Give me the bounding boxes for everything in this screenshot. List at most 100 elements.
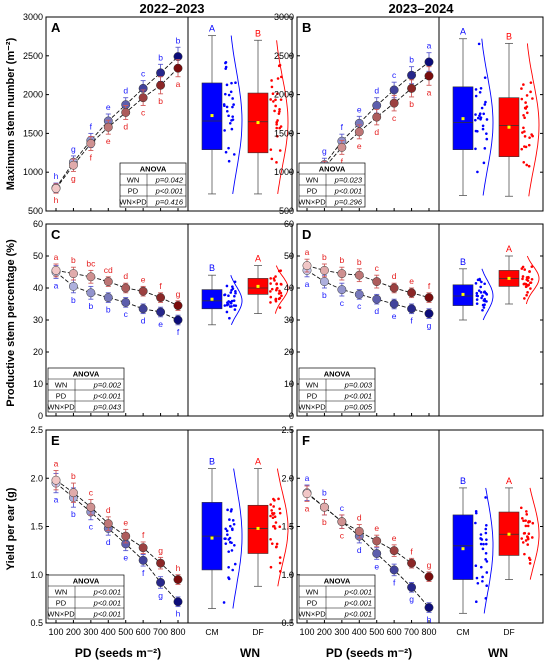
raw-point-DF [277, 497, 280, 501]
data-point-CM [424, 57, 434, 67]
raw-point-DF [523, 282, 526, 286]
raw-point-DF [278, 507, 281, 511]
raw-point-DF [520, 147, 524, 151]
raw-point-CM [483, 147, 487, 150]
raw-point-CM [480, 280, 483, 284]
raw-point-CM [476, 116, 480, 120]
sig-letter: bc [86, 258, 96, 268]
raw-point-DF [270, 509, 273, 512]
box-mean-DF [507, 276, 511, 280]
raw-point-CM [233, 294, 236, 298]
raw-point-DF [279, 125, 283, 128]
raw-point-CM [225, 529, 229, 533]
raw-point-DF [526, 111, 529, 115]
sig-letter: e [141, 274, 146, 284]
panel-F: 0.5 1.0 1.5 2.0 2.5 100 200 300 400 500 600 700 800 F… [281, 425, 544, 637]
raw-point-CM [228, 540, 232, 544]
raw-point-CM [225, 310, 229, 314]
data-point-DF [86, 139, 96, 148]
raw-point-CM [481, 127, 485, 131]
raw-point-DF [276, 92, 279, 95]
raw-point-CM [475, 302, 479, 305]
raw-point-CM [224, 67, 228, 70]
raw-point-CM [483, 76, 487, 79]
raw-point-DF [272, 100, 275, 103]
anova-title: ANOVA [324, 577, 351, 586]
raw-point-CM [232, 103, 235, 106]
raw-point-CM [227, 566, 230, 569]
data-point-DF [319, 502, 329, 512]
sig-letter: cd [104, 265, 113, 275]
raw-point-DF [273, 515, 277, 519]
sig-letter: f [393, 578, 396, 588]
raw-point-CM [234, 291, 237, 295]
header-2023-2024: 2023–2024 [388, 1, 454, 16]
sig-letter: e [123, 553, 128, 563]
sig-letter: e [123, 517, 128, 527]
x-tick-label: 400 [101, 627, 116, 637]
anova-term: PD [307, 187, 318, 196]
raw-point-DF [274, 521, 278, 524]
raw-point-DF [525, 510, 528, 513]
y-tick-label: 50 [284, 251, 294, 261]
data-point-DF [103, 277, 113, 287]
x-tick-label: 300 [334, 627, 349, 637]
raw-point-DF [279, 269, 283, 272]
box-letter-DF: B [506, 31, 512, 41]
raw-point-CM [479, 565, 483, 569]
raw-point-DF [278, 561, 282, 565]
raw-point-DF [529, 81, 533, 84]
raw-point-DF [527, 276, 530, 279]
box-letter-DF: A [506, 476, 512, 486]
data-point-DF [51, 265, 61, 275]
y-tick-label: 2.5 [281, 425, 294, 435]
raw-point-CM [232, 153, 236, 156]
data-point-CM [337, 285, 347, 295]
anova-title: ANOVA [73, 577, 100, 586]
data-point-DF [86, 272, 96, 282]
raw-point-CM [223, 104, 226, 108]
panel-letter: E [51, 433, 60, 448]
density-curve-DF [276, 468, 289, 587]
raw-point-DF [272, 505, 275, 508]
y-tick-label: 60 [284, 219, 294, 229]
raw-point-CM [478, 114, 481, 117]
raw-point-DF [270, 79, 273, 82]
x-tick-label: 700 [153, 627, 168, 637]
raw-point-DF [527, 143, 531, 147]
sig-letter: g [322, 146, 327, 156]
sig-letter: b [339, 255, 344, 265]
anova-term: WN [55, 588, 68, 597]
raw-point-CM [231, 285, 234, 288]
raw-point-CM [474, 282, 478, 285]
raw-point-CM [476, 170, 479, 174]
anova-p: p=0.416 [155, 198, 184, 207]
data-point-CM [424, 603, 434, 613]
x-label-wn-left: WN [240, 646, 260, 660]
density-curve-DF [526, 43, 540, 197]
anova-term: PD [128, 187, 139, 196]
y-tick-label: 20 [284, 347, 294, 357]
raw-point-DF [527, 520, 531, 523]
y-tick-label: 3000 [274, 12, 294, 22]
box-letter-DF: A [255, 254, 261, 264]
x-tick-label: 500 [118, 627, 133, 637]
anova-p: p<0.001 [344, 599, 372, 608]
sig-letter: h [54, 195, 59, 205]
raw-point-CM [234, 304, 238, 307]
anova-term: WN [306, 176, 319, 185]
y-tick-label: 1000 [23, 167, 43, 177]
anova-term: PD [307, 599, 318, 608]
raw-point-CM [478, 112, 482, 116]
raw-point-CM [229, 90, 233, 94]
raw-point-DF [528, 136, 531, 139]
raw-point-DF [269, 301, 272, 304]
raw-point-DF [269, 277, 272, 280]
sig-letter: g [409, 594, 414, 604]
y-tick-label: 0 [289, 411, 294, 421]
raw-point-DF [530, 265, 534, 268]
y-tick-label: 30 [33, 315, 43, 325]
raw-point-CM [476, 294, 480, 298]
data-point-DF [337, 517, 347, 527]
sig-letter: a [305, 279, 310, 289]
